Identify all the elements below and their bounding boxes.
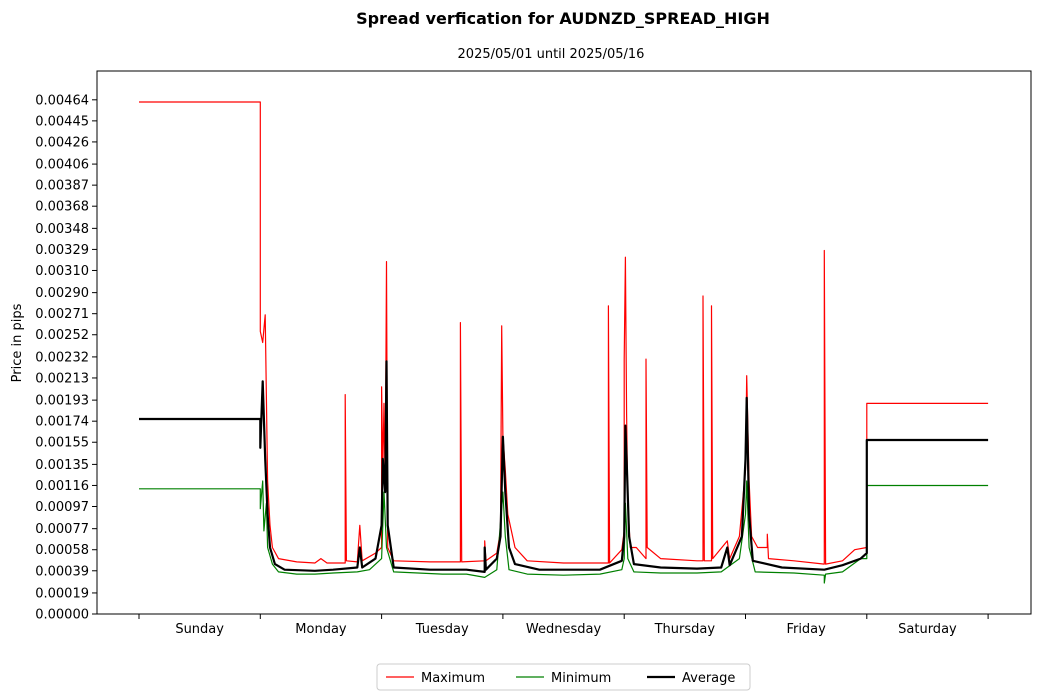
y-tick-label: 0.00058 xyxy=(35,543,89,558)
y-tick-label: 0.00329 xyxy=(35,243,89,258)
y-tick-label: 0.00232 xyxy=(35,350,89,365)
y-tick-label: 0.00116 xyxy=(35,479,89,494)
x-tick-label: Wednesday xyxy=(526,622,602,637)
legend-label-maximum: Maximum xyxy=(421,671,485,686)
x-tick-label: Saturday xyxy=(898,622,957,637)
y-tick-label: 0.00406 xyxy=(35,158,89,173)
y-tick-label: 0.00135 xyxy=(35,458,89,473)
y-tick-label: 0.00193 xyxy=(35,394,89,409)
y-tick-label: 0.00213 xyxy=(35,371,89,386)
x-axis-ticks: Sunday Monday Tuesday Wednesday Thursday Frid… xyxy=(138,614,989,637)
y-tick-label: 0.00426 xyxy=(35,135,89,150)
y-tick-label: 0.00290 xyxy=(35,286,89,301)
x-tick-label: Sunday xyxy=(175,622,224,637)
x-tick-label: Monday xyxy=(295,622,347,637)
y-tick-label: 0.00039 xyxy=(35,564,89,579)
y-tick-label: 0.00368 xyxy=(35,200,89,215)
series-line-average xyxy=(139,360,989,574)
y-tick-label: 0.00000 xyxy=(35,608,89,623)
y-tick-label: 0.00155 xyxy=(35,436,89,451)
y-tick-label: 0.00019 xyxy=(35,586,89,601)
y-axis-ticks: 0.00000 0.00019 0.00039 0.00058 0.00077 0.000… xyxy=(35,93,97,623)
y-tick-label: 0.00097 xyxy=(35,500,89,515)
y-tick-label: 0.00348 xyxy=(35,222,89,237)
y-tick-label: 0.00464 xyxy=(35,93,89,108)
y-tick-label: 0.00271 xyxy=(35,307,89,322)
series-line-minimum xyxy=(139,480,989,584)
y-tick-label: 0.00252 xyxy=(35,328,89,343)
y-tick-label: 0.00387 xyxy=(35,179,89,194)
chart-title: Spread verfication for AUDNZD_SPREAD_HIG… xyxy=(356,9,770,28)
y-tick-label: 0.00445 xyxy=(35,114,89,129)
y-tick-label: 0.00174 xyxy=(35,415,89,430)
y-axis-label: Price in pips xyxy=(10,303,25,382)
legend: Maximum Minimum Average xyxy=(376,663,751,691)
y-tick-label: 0.00310 xyxy=(35,264,89,279)
legend-box xyxy=(376,663,751,691)
legend-label-average: Average xyxy=(682,671,735,686)
x-tick-label: Thursday xyxy=(654,622,716,637)
series-layer xyxy=(139,101,989,584)
x-tick-label: Friday xyxy=(786,622,826,637)
plot-frame xyxy=(96,70,1032,615)
legend-label-minimum: Minimum xyxy=(551,671,611,686)
x-tick-label: Tuesday xyxy=(415,622,469,637)
chart-subtitle: 2025/05/01 until 2025/05/16 xyxy=(458,47,645,62)
y-tick-label: 0.00077 xyxy=(35,522,89,537)
